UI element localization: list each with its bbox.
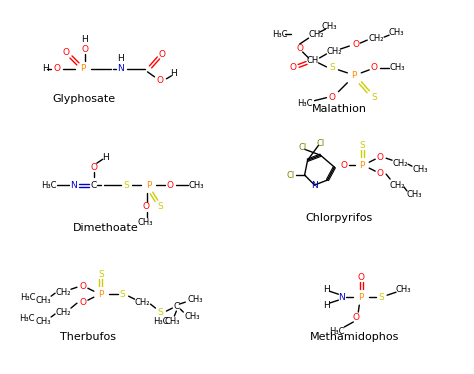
- Text: S: S: [329, 63, 335, 73]
- Text: C: C: [173, 301, 180, 311]
- Text: O: O: [371, 63, 378, 73]
- Text: Therbufos: Therbufos: [60, 332, 116, 342]
- Text: H₃C: H₃C: [328, 327, 344, 337]
- Text: H₃C: H₃C: [20, 293, 36, 302]
- Text: CH₃: CH₃: [164, 318, 180, 327]
- Text: O: O: [329, 93, 336, 102]
- Text: Glyphosate: Glyphosate: [52, 94, 116, 104]
- Text: H: H: [42, 64, 48, 73]
- Text: H: H: [170, 69, 177, 78]
- Text: P: P: [360, 161, 365, 170]
- Text: Cl: Cl: [287, 171, 295, 180]
- Text: CH₂: CH₂: [55, 288, 71, 297]
- Text: CH₂: CH₂: [389, 181, 405, 190]
- Text: Chlorpyrifos: Chlorpyrifos: [306, 213, 373, 223]
- Text: O: O: [377, 153, 383, 162]
- Text: Malathion: Malathion: [312, 104, 367, 114]
- Text: CH₃: CH₃: [188, 295, 203, 304]
- Text: O: O: [353, 40, 360, 49]
- Text: O: O: [353, 313, 360, 322]
- Text: H: H: [323, 285, 330, 294]
- Text: CH₃: CH₃: [184, 312, 200, 321]
- Text: N: N: [71, 181, 77, 190]
- Text: CH₂: CH₂: [368, 34, 384, 43]
- Text: S: S: [157, 307, 164, 316]
- Text: CH₃: CH₃: [406, 190, 422, 199]
- Text: S: S: [371, 93, 377, 102]
- Text: H₃C: H₃C: [272, 30, 288, 39]
- Text: S: S: [378, 293, 384, 302]
- Text: O: O: [167, 181, 174, 190]
- Text: P: P: [146, 181, 151, 190]
- Text: CH₂: CH₂: [55, 307, 71, 316]
- Text: O: O: [54, 64, 61, 73]
- Text: N: N: [338, 293, 345, 302]
- Text: CH₂: CH₂: [309, 30, 324, 39]
- Text: CH₂: CH₂: [392, 159, 408, 168]
- Text: N: N: [117, 64, 124, 73]
- Text: S: S: [120, 290, 126, 299]
- Text: P: P: [98, 290, 103, 299]
- Text: N: N: [311, 181, 318, 190]
- Text: H₃C: H₃C: [153, 318, 168, 327]
- Text: O: O: [91, 163, 97, 172]
- Text: O: O: [80, 282, 86, 291]
- Text: O: O: [341, 161, 348, 170]
- Text: O: O: [358, 273, 365, 282]
- Text: H: H: [82, 35, 88, 44]
- Text: CH: CH: [306, 56, 319, 65]
- Text: S: S: [124, 181, 129, 190]
- Text: Methamidophos: Methamidophos: [310, 332, 399, 342]
- Text: O: O: [157, 76, 164, 85]
- Text: O: O: [289, 63, 296, 73]
- Text: CH₃: CH₃: [412, 165, 428, 174]
- Text: Cl: Cl: [316, 139, 325, 148]
- Text: O: O: [142, 202, 149, 211]
- Text: O: O: [159, 50, 166, 59]
- Text: CH₃: CH₃: [388, 28, 404, 37]
- Text: CH₂: CH₂: [327, 46, 342, 55]
- Text: O: O: [63, 47, 70, 56]
- Text: O: O: [377, 169, 383, 178]
- Text: CH₃: CH₃: [395, 285, 411, 294]
- Text: C: C: [91, 181, 97, 190]
- Text: H₃C: H₃C: [297, 99, 312, 108]
- Text: CH₃: CH₃: [36, 318, 51, 327]
- Text: S: S: [359, 141, 365, 150]
- Text: CH₃: CH₃: [138, 218, 153, 227]
- Text: S: S: [157, 202, 164, 211]
- Text: P: P: [80, 64, 86, 73]
- Text: H: H: [323, 301, 330, 310]
- Text: S: S: [98, 270, 104, 279]
- Text: H: H: [102, 153, 109, 162]
- Text: CH₂: CH₂: [135, 298, 150, 307]
- Text: CH₃: CH₃: [189, 181, 204, 190]
- Text: Dimethoate: Dimethoate: [73, 223, 139, 233]
- Text: O: O: [80, 298, 86, 307]
- Text: H: H: [117, 55, 124, 64]
- Text: H₃C: H₃C: [19, 313, 35, 322]
- Text: Cl: Cl: [299, 143, 307, 152]
- Text: P: P: [358, 293, 364, 302]
- Text: O: O: [296, 43, 303, 52]
- Text: CH₃: CH₃: [389, 63, 405, 73]
- Text: P: P: [352, 71, 357, 80]
- Text: CH₃: CH₃: [322, 22, 337, 31]
- Text: H₃C: H₃C: [41, 181, 57, 190]
- Text: CH₃: CH₃: [36, 296, 51, 305]
- Text: O: O: [82, 45, 88, 53]
